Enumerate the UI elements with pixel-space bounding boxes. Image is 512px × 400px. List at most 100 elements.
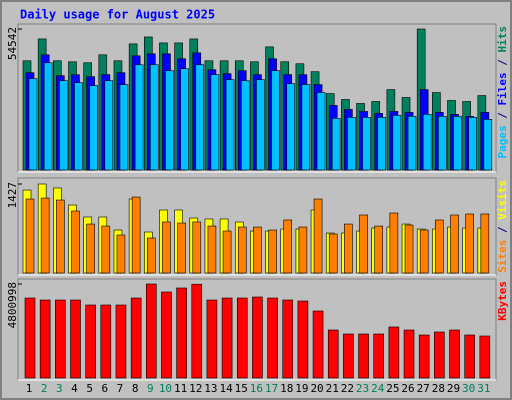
legend-separator: /: [496, 53, 509, 73]
bar: [191, 283, 203, 379]
x-tick-label: 7: [117, 382, 124, 395]
bar: [373, 333, 385, 379]
bar: [283, 219, 293, 274]
legend-entry: Files: [496, 72, 509, 105]
bar: [39, 299, 51, 379]
bar: [180, 68, 189, 171]
bar: [438, 116, 447, 171]
bar: [206, 299, 218, 379]
x-tick-label: 14: [219, 382, 233, 395]
bar: [253, 226, 262, 274]
bar: [418, 334, 430, 379]
x-tick-label: 3: [56, 382, 63, 395]
bar: [403, 329, 415, 379]
bar: [388, 326, 400, 379]
bar: [165, 70, 174, 171]
x-tick-label: 8: [132, 382, 139, 395]
legend: Sites / Visits: [496, 180, 509, 273]
bar: [419, 229, 429, 274]
bar: [464, 334, 475, 379]
bar: [483, 119, 493, 171]
bar: [359, 214, 368, 274]
bar: [301, 84, 311, 171]
bar: [116, 234, 126, 274]
bar: [422, 114, 432, 171]
bar: [434, 331, 445, 379]
bar: [237, 226, 247, 274]
bar: [468, 117, 477, 171]
x-tick-label: 29: [447, 382, 460, 395]
bar: [480, 213, 490, 274]
bar: [134, 64, 144, 171]
bar: [207, 225, 217, 274]
x-tick-label: 21: [326, 382, 339, 395]
bar: [377, 117, 387, 171]
bar: [225, 79, 235, 171]
legend-entry: KBytes: [496, 281, 509, 321]
bar: [221, 297, 233, 379]
bar: [131, 196, 141, 274]
bar: [252, 296, 263, 379]
bar: [130, 297, 142, 379]
bar: [55, 299, 66, 379]
legend-separator: /: [496, 220, 509, 240]
bar: [40, 197, 50, 274]
bar: [358, 333, 369, 379]
bar: [343, 333, 354, 379]
bar: [465, 213, 474, 274]
bar: [25, 198, 35, 274]
x-tick-label: 10: [159, 382, 172, 395]
bar: [312, 310, 324, 379]
bar: [256, 79, 265, 171]
x-tick-label: 11: [174, 382, 187, 395]
bar: [404, 224, 414, 274]
x-tick-label: 9: [147, 382, 154, 395]
bar: [453, 116, 462, 171]
bar: [298, 226, 308, 274]
bar: [407, 116, 417, 171]
x-tick-label: 19: [295, 382, 308, 395]
bar: [236, 297, 248, 379]
bar: [313, 198, 323, 274]
bar: [100, 304, 112, 379]
bar: [479, 335, 491, 379]
bar: [344, 223, 353, 274]
bar: [362, 117, 371, 171]
x-tick-label: 30: [462, 382, 475, 395]
legend-separator: /: [496, 106, 509, 126]
bar: [56, 199, 65, 274]
bar: [146, 237, 156, 274]
bar: [104, 80, 114, 171]
bar: [70, 299, 81, 379]
bar: [282, 299, 294, 379]
bar: [331, 118, 341, 171]
x-tick-label: 23: [356, 382, 369, 395]
bar: [177, 222, 186, 274]
bar: [328, 233, 338, 274]
bar: [435, 219, 444, 274]
x-tick-label: 13: [204, 382, 217, 395]
bar: [192, 221, 202, 274]
x-tick-label: 31: [477, 382, 490, 395]
bar: [450, 214, 459, 274]
bar: [316, 92, 326, 171]
x-tick-label: 6: [101, 382, 108, 395]
x-tick-label: 18: [280, 382, 293, 395]
bar: [392, 115, 402, 171]
x-tick-label: 26: [401, 382, 414, 395]
bar: [28, 78, 38, 171]
y-tick-label: 1427: [6, 182, 19, 209]
y-tick-label: 54542: [6, 27, 19, 60]
x-tick-label: 2: [41, 382, 48, 395]
x-tick-label: 28: [432, 382, 445, 395]
bar: [145, 283, 157, 379]
legend-entry: Visits: [496, 180, 509, 220]
legend: KBytes: [496, 281, 509, 321]
y-tick-label: 4800998: [6, 282, 19, 328]
bar: [240, 80, 250, 171]
chart-title: Daily usage for August 2025: [20, 8, 215, 22]
legend-entry: Pages: [496, 125, 509, 158]
x-tick-label: 17: [265, 382, 278, 395]
